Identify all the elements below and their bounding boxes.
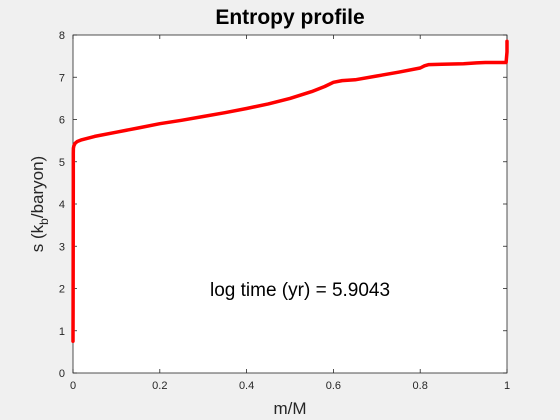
x-tick-label: 0.2 bbox=[152, 380, 167, 392]
y-tick-label: 1 bbox=[59, 326, 65, 338]
y-tick-label: 5 bbox=[59, 157, 65, 169]
entropy-series-line bbox=[71, 39, 509, 344]
y-tick-label: 0 bbox=[59, 368, 65, 380]
x-tick-label: 0.6 bbox=[326, 380, 341, 392]
y-axis-label: s (kb/baryon) bbox=[28, 156, 51, 252]
y-tick-label: 3 bbox=[59, 241, 65, 253]
y-axis-label-subscript: b bbox=[37, 218, 51, 225]
x-tick-label: 0.4 bbox=[239, 380, 254, 392]
x-tick-label: 1 bbox=[504, 380, 510, 392]
y-tick-label: 4 bbox=[59, 199, 65, 211]
series-layer bbox=[71, 39, 509, 344]
y-axis-label-prefix: s (k bbox=[28, 224, 47, 252]
y-tick-label: 8 bbox=[59, 30, 65, 42]
log-time-annotation: log time (yr) = 5.9043 bbox=[210, 280, 390, 301]
y-tick-label: 6 bbox=[59, 115, 65, 127]
x-axis-ticks: 0 0.2 0.4 0.6 0.8 1 bbox=[70, 35, 510, 392]
x-tick-label: 0.8 bbox=[413, 380, 428, 392]
chart-title: Entropy profile bbox=[215, 6, 364, 29]
x-tick-label: 0 bbox=[70, 380, 76, 392]
y-tick-label: 7 bbox=[59, 72, 65, 84]
x-axis-label: m/M bbox=[273, 399, 306, 418]
plot-area bbox=[73, 35, 507, 373]
y-axis-label-suffix: /baryon) bbox=[28, 156, 47, 218]
y-tick-label: 2 bbox=[59, 284, 65, 296]
